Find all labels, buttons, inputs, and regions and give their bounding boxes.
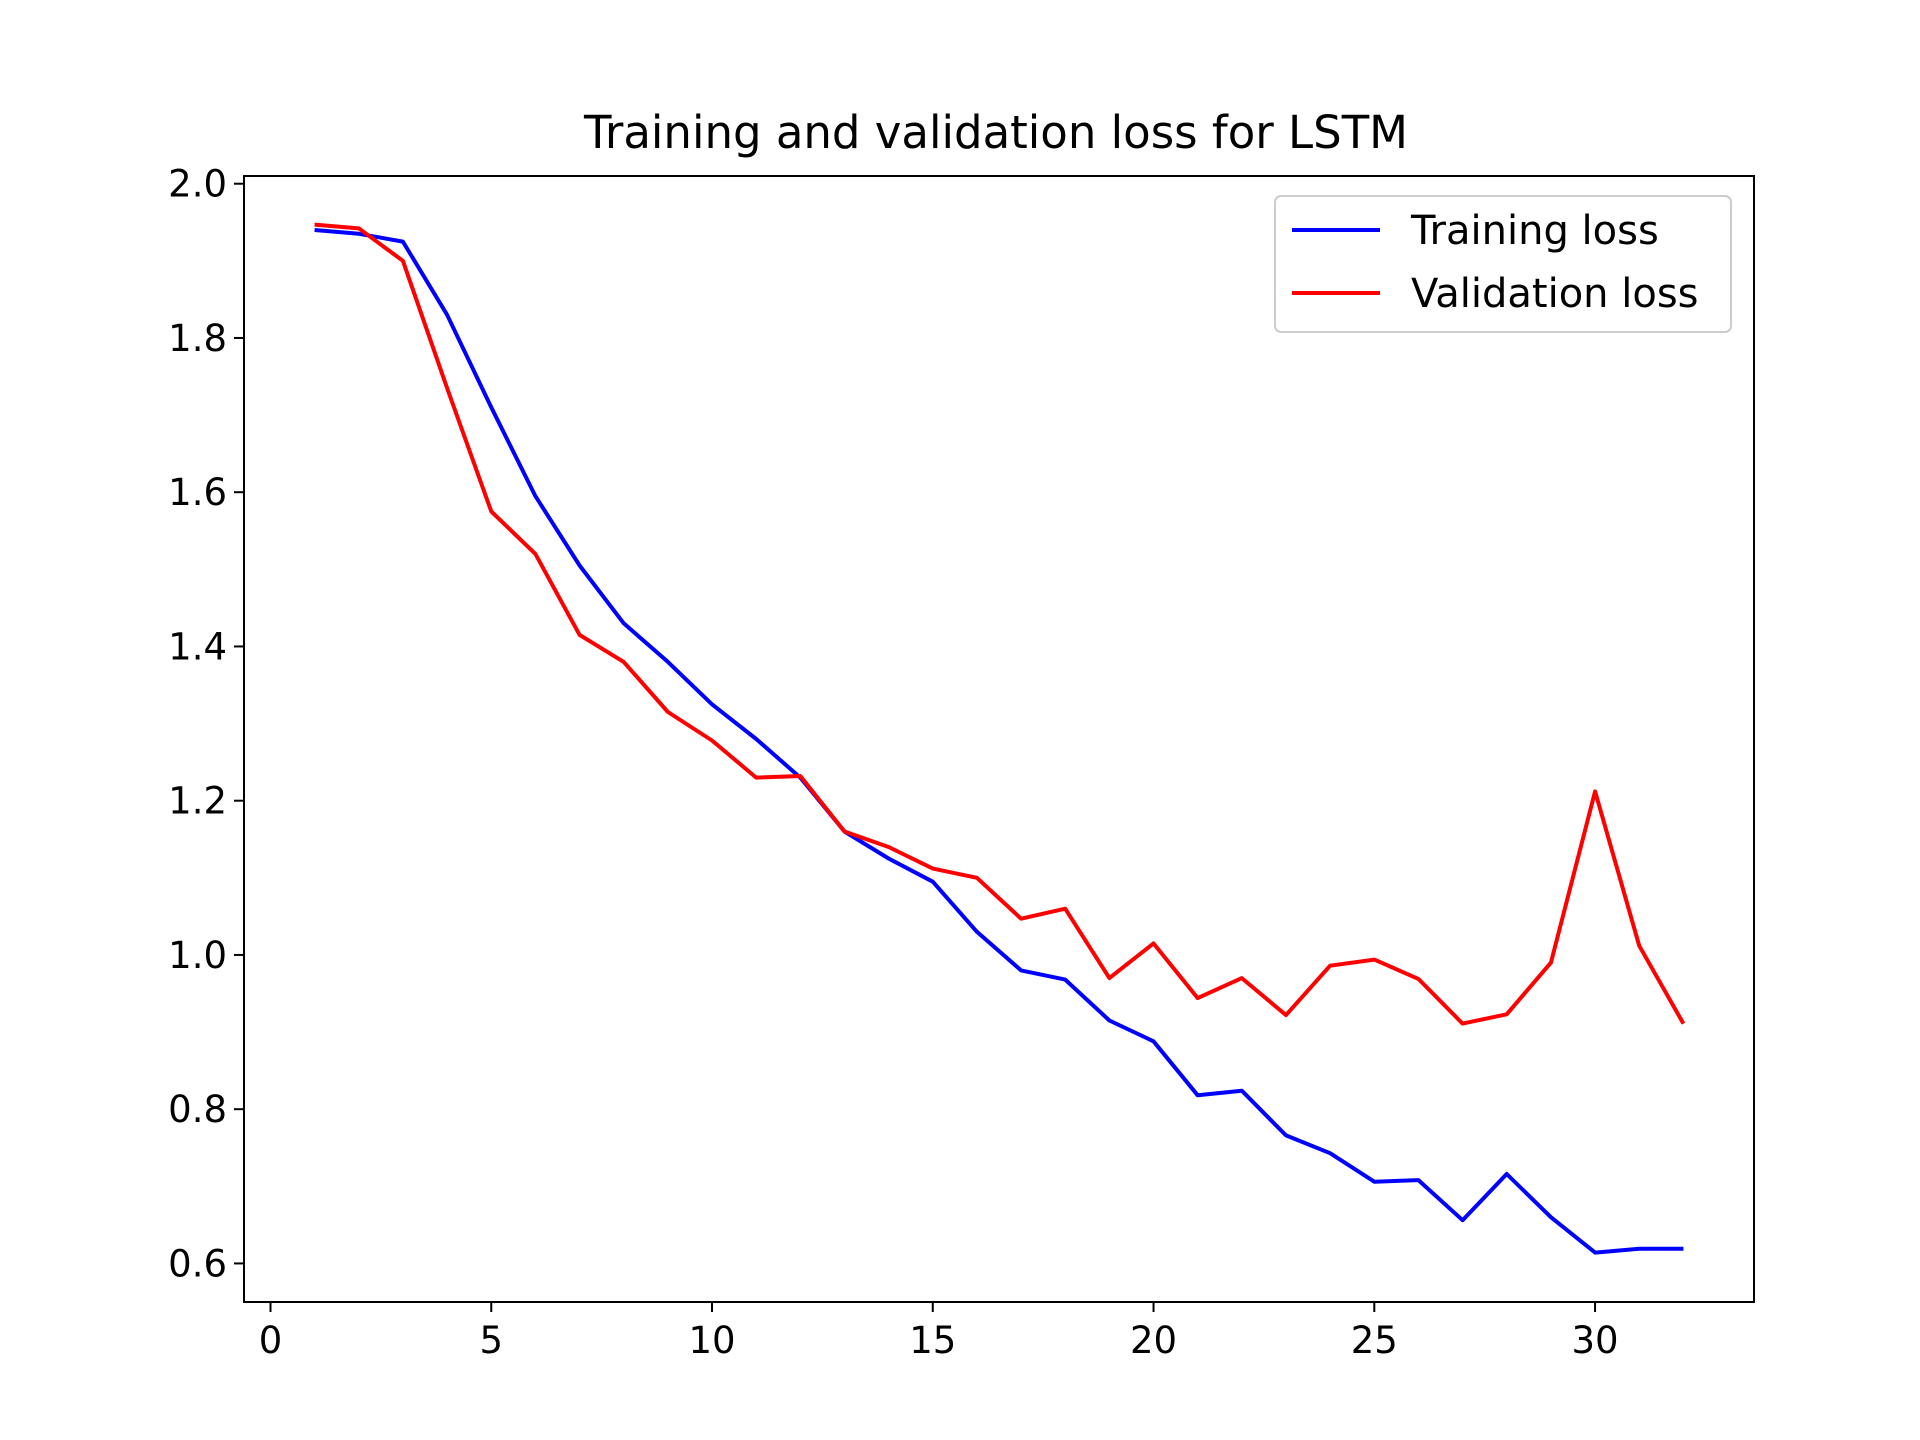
series-line-validation-loss <box>314 222 1686 1026</box>
x-tick-label: 15 <box>909 1319 956 1362</box>
x-tick-label: 30 <box>1572 1319 1619 1362</box>
y-tick-label: 1.6 <box>168 471 227 514</box>
legend-box <box>1274 195 1732 333</box>
x-tick-label: 0 <box>259 1319 283 1362</box>
y-tick-label: 2.0 <box>168 163 227 206</box>
x-tick-label: 20 <box>1130 1319 1177 1362</box>
series-layer <box>314 222 1686 1255</box>
y-tick-label: 1.0 <box>168 934 227 977</box>
y-tick-label: 1.2 <box>168 780 227 823</box>
y-tick-label: 0.6 <box>168 1242 227 1285</box>
axes-layer: 0 5 10 15 20 25 30 0.6 0.8 1.0 1.2 1.4 1.6 1.8 2.0 <box>168 163 1755 1362</box>
chart-title: Training and validation loss for LSTM <box>583 106 1408 159</box>
y-tick-label: 1.8 <box>168 317 227 360</box>
x-tick-label: 5 <box>479 1319 503 1362</box>
y-tick-label: 0.8 <box>168 1088 227 1131</box>
series-line-training-loss <box>314 228 1684 1255</box>
legend-label-validation-loss: Validation loss <box>1411 271 1699 317</box>
x-tick-label: 10 <box>688 1319 735 1362</box>
legend: Training loss Validation loss <box>1274 195 1732 333</box>
legend-label-training-loss: Training loss <box>1410 208 1659 254</box>
x-tick-label: 25 <box>1351 1319 1398 1362</box>
y-tick-label: 1.4 <box>168 625 227 668</box>
axes-frame <box>243 175 1755 1303</box>
